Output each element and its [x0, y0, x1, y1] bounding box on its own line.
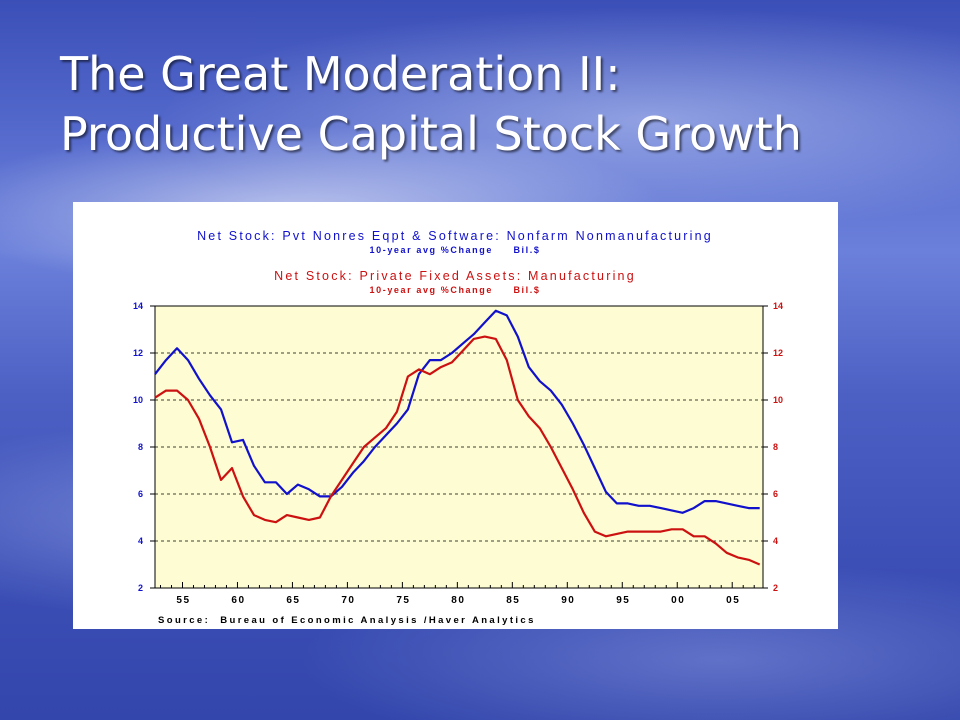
slide-title-line-2: Productive Capital Stock Growth — [60, 107, 802, 161]
chart-panel: Net Stock: Pvt Nonres Eqpt & Software: N… — [73, 202, 838, 629]
y-tick-label-right: 4 — [773, 536, 778, 546]
y-tick-label-left: 6 — [138, 489, 143, 499]
y-tick-label-left: 4 — [138, 536, 143, 546]
y-tick-label-right: 14 — [773, 301, 783, 311]
chart-subtitle-2: 10-year avg %Change Bil.$ — [370, 285, 541, 295]
y-tick-label-right: 8 — [773, 442, 778, 452]
x-tick-label: 80 — [451, 595, 465, 606]
x-tick-label: 60 — [231, 595, 245, 606]
x-tick-label: 75 — [396, 595, 410, 606]
x-tick-label: 85 — [506, 595, 520, 606]
y-tick-label-left: 12 — [133, 348, 143, 358]
slide-title: The Great Moderation II: Productive Capi… — [60, 44, 920, 164]
y-tick-label-left: 10 — [133, 395, 143, 405]
chart-title: Net Stock: Pvt Nonres Eqpt & Software: N… — [197, 229, 713, 243]
line-chart: Net Stock: Pvt Nonres Eqpt & Software: N… — [133, 229, 783, 626]
x-tick-label: 65 — [286, 595, 300, 606]
y-tick-label-left: 2 — [138, 583, 143, 593]
chart-title-2: Net Stock: Private Fixed Assets: Manufac… — [274, 269, 636, 283]
y-tick-label-right: 10 — [773, 395, 783, 405]
x-tick-label: 05 — [726, 595, 740, 606]
y-tick-label-right: 6 — [773, 489, 778, 499]
y-tick-label-right: 2 — [773, 583, 778, 593]
slide-title-line-1: The Great Moderation II: — [60, 47, 621, 101]
x-tick-label: 00 — [671, 595, 685, 606]
x-tick-label: 90 — [561, 595, 575, 606]
chart-source: Source: Bureau of Economic Analysis /Hav… — [158, 615, 536, 626]
chart-subtitle: 10-year avg %Change Bil.$ — [370, 245, 541, 255]
y-tick-label-left: 8 — [138, 442, 143, 452]
series-line-2 — [154, 335, 761, 566]
series-line-1 — [154, 309, 760, 514]
x-tick-label: 55 — [176, 595, 190, 606]
x-tick-label: 95 — [616, 595, 630, 606]
x-tick-label: 70 — [341, 595, 355, 606]
y-tick-label-right: 12 — [773, 348, 783, 358]
y-tick-label-left: 14 — [133, 301, 143, 311]
